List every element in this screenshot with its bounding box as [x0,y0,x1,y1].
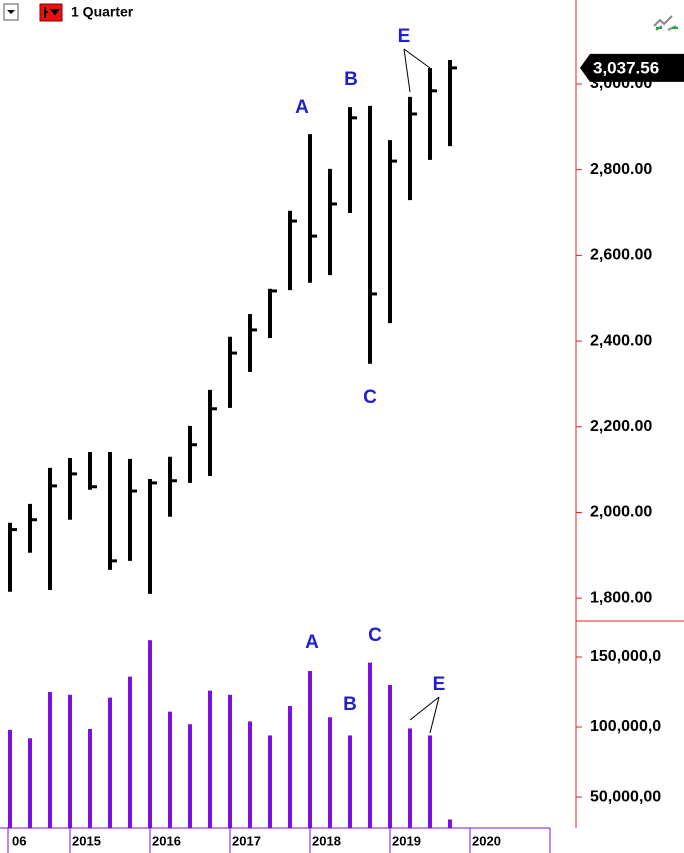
volume-bar [8,729,12,828]
x-tick-label: 06 [12,833,26,848]
volume-bar [388,685,392,828]
annotation-pointer [409,696,440,721]
last-price-box [580,53,684,82]
volume-bar [208,690,212,828]
volume-bar [168,711,172,828]
x-tick-label: 2017 [232,833,261,848]
volume-bar [308,671,312,828]
volume-bar [128,676,132,828]
bar-type-icon[interactable] [39,3,63,22]
y-tick-label: 1,800.00 [590,589,652,606]
dropdown-arrow [7,10,15,14]
y-tick-label: 2,800.00 [590,161,652,178]
annotation: B [343,694,357,715]
annotation: C [368,625,382,646]
volume-bar [348,735,352,828]
volume-bar [108,697,112,828]
y-tick-label: 2,400.00 [590,332,652,349]
x-tick-label: 2019 [392,833,421,848]
y-tick-label: 50,000,00 [590,788,661,805]
y-tick-label: 2,000.00 [590,504,652,521]
volume-bar [268,735,272,828]
volume-bar [148,640,152,828]
y-tick-label: 100,000,0 [590,718,661,735]
volume-bar [368,662,372,828]
last-price-label: 3,037.56 [593,58,659,77]
annotation: B [344,69,358,90]
volume-bar [28,738,32,828]
annotation-pointer [403,48,431,69]
volume-bar [228,694,232,828]
annotation: E [398,26,411,47]
volume-bar [288,706,292,828]
annotation: A [295,97,309,118]
volume-bar [448,819,452,828]
x-tick-label: 2015 [72,833,101,848]
annotation: E [433,674,446,695]
annotation-pointer [403,48,411,93]
x-tick-label: 2020 [472,833,501,848]
volume-bar [248,721,252,828]
volume-bar [328,717,332,828]
volume-bar [48,692,52,828]
volume-bar [68,694,72,828]
period-label: 1 Quarter [71,4,134,20]
volume-bar [408,728,412,828]
y-tick-label: 2,200.00 [590,418,652,435]
bar-type-glyph [44,7,60,18]
x-tick-label: 2018 [312,833,341,848]
volume-bar [188,724,192,828]
volume-bar [88,728,92,828]
x-tick-label: 2016 [152,833,181,848]
annotation-pointer [429,696,440,734]
volume-bar [428,735,432,828]
y-tick-label: 2,600.00 [590,247,652,264]
annotation: C [363,387,377,408]
y-tick-label: 150,000,0 [590,648,661,665]
annotation: A [305,632,319,653]
